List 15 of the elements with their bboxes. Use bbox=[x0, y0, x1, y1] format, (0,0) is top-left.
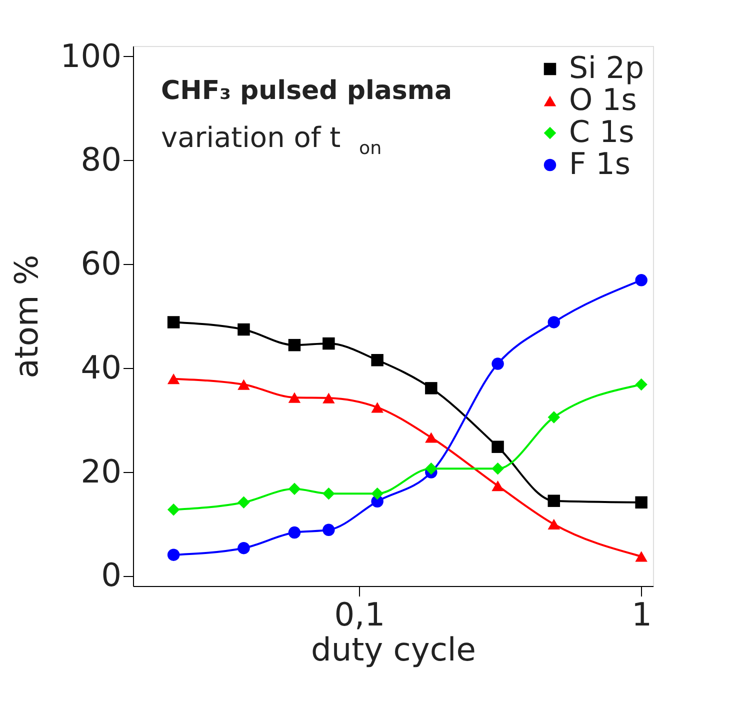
y-tick-label: 100 bbox=[60, 36, 122, 75]
y-tick-label: 80 bbox=[80, 140, 122, 179]
legend-label: F 1s bbox=[569, 147, 631, 182]
y-tick-label: 0 bbox=[101, 556, 122, 594]
y-tick-label: 60 bbox=[80, 244, 122, 283]
x-tick-label: 1 bbox=[632, 596, 652, 634]
legend-label: Si 2p bbox=[569, 51, 644, 86]
y-axis-title: atom % bbox=[7, 254, 46, 378]
y-tick-label: 40 bbox=[80, 348, 122, 386]
legend-label: O 1s bbox=[569, 83, 637, 118]
y-tick-label: 20 bbox=[80, 452, 122, 490]
annotation: CHF₃ pulsed plasma bbox=[161, 76, 452, 106]
x-axis-title: duty cycle bbox=[311, 630, 476, 668]
legend-label: C 1s bbox=[569, 115, 634, 150]
x-tick-label: 0,1 bbox=[334, 596, 386, 634]
